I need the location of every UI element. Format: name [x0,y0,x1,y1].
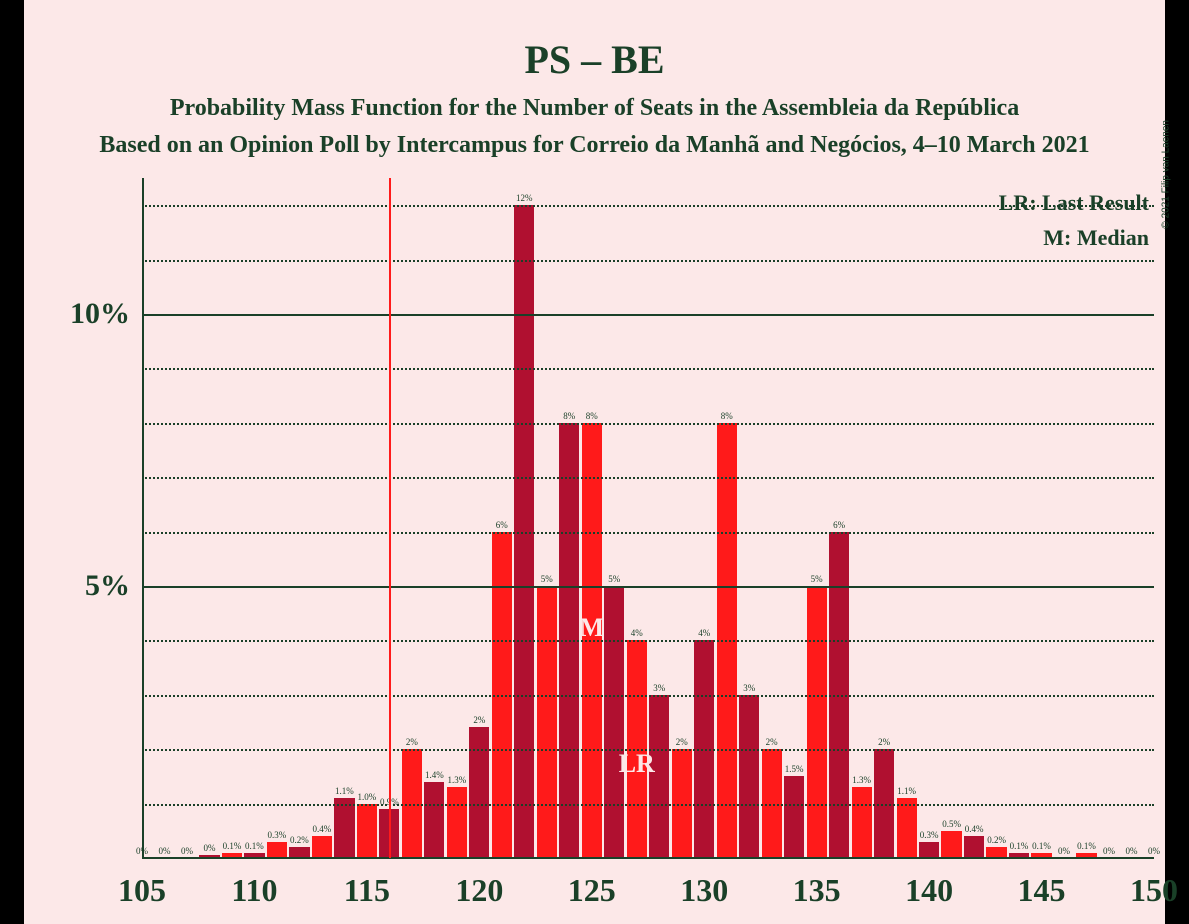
bar-value-label: 0% [1148,846,1160,856]
bar-value-label: 0% [1126,846,1138,856]
bar: 1.4% [424,782,444,858]
x-axis-line [142,857,1154,859]
bar: 1.1% [897,798,917,858]
bar-value-label: 0% [1103,846,1115,856]
gridline-major [142,586,1154,588]
bar-value-label: 2% [878,737,890,747]
bar-value-label: 0% [158,846,170,856]
bar: 0.4% [312,836,332,858]
gridline-minor [142,260,1154,262]
bar-value-label: 0.1% [1077,841,1096,851]
bar: 1.0% [357,804,377,858]
gridline-minor [142,640,1154,642]
bar: 5% [807,586,827,858]
bar-value-label: 4% [698,628,710,638]
chart-canvas: © 2021 Filip van Laenen PS – BE Probabil… [24,0,1165,924]
x-axis-label: 125 [568,872,616,909]
bar-value-label: 5% [541,574,553,584]
gridline-minor [142,477,1154,479]
bar-value-label: 8% [721,411,733,421]
bar-value-label: 1.3% [447,775,466,785]
bar-value-label: 0.2% [987,835,1006,845]
bar-value-label: 0% [181,846,193,856]
bar: 0.5% [941,831,961,858]
bar-value-label: 1.5% [785,764,804,774]
bar-value-label: 4% [631,628,643,638]
gridline-minor [142,368,1154,370]
bar-value-label: 0.1% [1032,841,1051,851]
bar: 5% [537,586,557,858]
chart-subtitle2: Based on an Opinion Poll by Intercampus … [24,132,1165,159]
last-result-vline [389,178,391,858]
bar-value-label: 1.0% [358,792,377,802]
bar: 5% [604,586,624,858]
bar: 1.3% [447,787,467,858]
y-axis-label: 10% [70,297,130,331]
x-axis-label: 120 [455,872,503,909]
gridline-minor [142,205,1154,207]
bar-value-label: 0% [1058,846,1070,856]
x-axis-label: 135 [793,872,841,909]
bar-value-label: 3% [653,683,665,693]
bar-value-label: 6% [496,520,508,530]
copyright-text: © 2021 Filip van Laenen [1161,120,1172,229]
bar-value-label: 8% [586,411,598,421]
x-axis-label: 115 [344,872,390,909]
bar-value-label: 6% [833,520,845,530]
gridline-minor [142,423,1154,425]
bar-value-label: 1.4% [425,770,444,780]
x-axis-label: 105 [118,872,166,909]
x-axis-label: 140 [905,872,953,909]
y-axis-label: 5% [85,569,130,603]
bar-value-label: 2% [766,737,778,747]
bar-value-label: 2% [406,737,418,747]
bar-value-label: 0.3% [268,830,287,840]
bar: 1.3% [852,787,872,858]
bar-value-label: 8% [563,411,575,421]
last-result-marker: LR [619,749,655,779]
bar: 0.3% [919,842,939,858]
bar-value-label: 0.3% [920,830,939,840]
chart-title: PS – BE [24,0,1165,83]
bar-value-label: 0.2% [290,835,309,845]
bar: 0.3% [267,842,287,858]
x-axis-label: 110 [231,872,277,909]
bar-value-label: 0% [136,846,148,856]
bar-value-label: 5% [608,574,620,584]
bar-value-label: 0.4% [313,824,332,834]
median-marker: M [579,613,604,643]
bar-value-label: 0.1% [245,841,264,851]
bar-value-label: 0.4% [965,824,984,834]
gridline-minor [142,804,1154,806]
bar-value-label: 0.1% [223,841,242,851]
x-axis-label: 130 [680,872,728,909]
bar: 0.4% [964,836,984,858]
bar-value-label: 0.1% [1010,841,1029,851]
bar-value-label: 1.1% [335,786,354,796]
gridline-major [142,314,1154,316]
bar-value-label: 1.1% [897,786,916,796]
bar: 1.1% [334,798,354,858]
bar-value-label: 2% [676,737,688,747]
x-axis-label: 145 [1018,872,1066,909]
bar: 1.5% [784,776,804,858]
bar: 2% [469,727,489,858]
bar-value-label: 1.3% [852,775,871,785]
gridline-minor [142,695,1154,697]
chart-subtitle: Probability Mass Function for the Number… [24,95,1165,122]
bar-value-label: 0% [203,843,215,853]
x-axis-label: 150 [1130,872,1178,909]
bar-value-label: 2% [473,715,485,725]
bar-value-label: 5% [811,574,823,584]
bar-value-label: 12% [516,193,533,203]
plot-area: 0%0%0%0%0.1%0.1%0.3%0.2%0.4%1.1%1.0%0.9%… [142,178,1154,858]
gridline-minor [142,532,1154,534]
bar-value-label: 3% [743,683,755,693]
bar: 3% [739,695,759,858]
bar-value-label: 0.5% [942,819,961,829]
